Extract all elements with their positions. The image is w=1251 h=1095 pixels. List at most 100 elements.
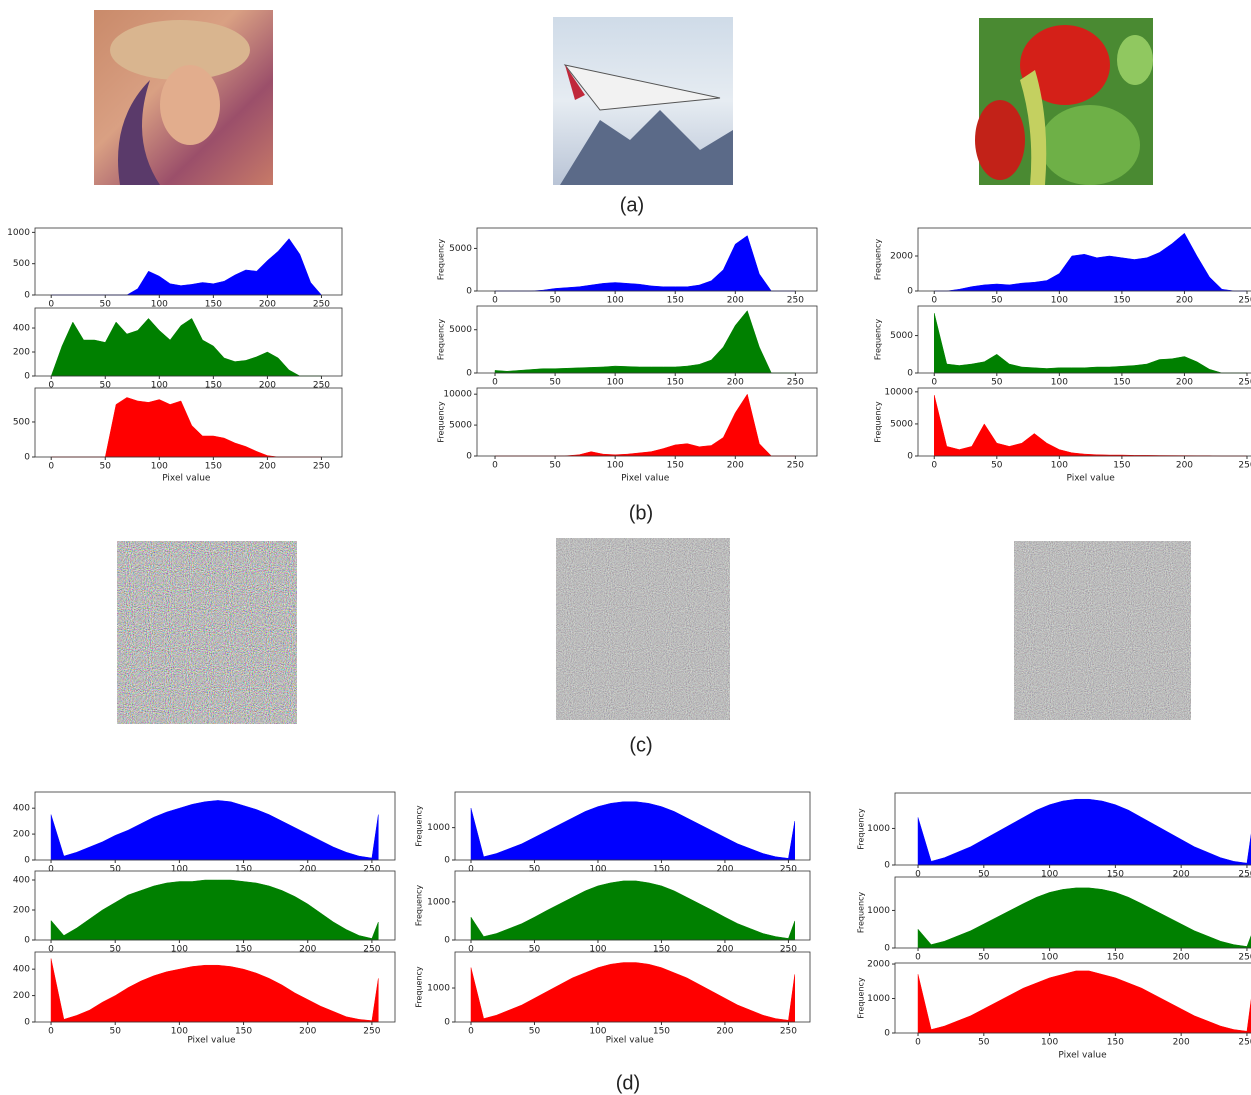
x-tick-label: 50 — [991, 378, 1003, 388]
plot-frame — [477, 228, 817, 291]
y-tick-label: 5000 — [890, 419, 913, 429]
y-tick-label: 400 — [13, 965, 30, 975]
x-tick-label: 150 — [1107, 870, 1124, 880]
x-tick-label: 250 — [1238, 378, 1251, 388]
y-tick-label: 1000 — [867, 824, 890, 834]
image-peppers — [975, 18, 1153, 185]
x-tick-label: 0 — [48, 381, 54, 391]
x-tick-label: 250 — [313, 381, 330, 391]
x-tick-label: 50 — [109, 1027, 121, 1037]
histogram-area — [918, 799, 1251, 865]
x-tick-label: 150 — [653, 865, 670, 875]
x-tick-label: 0 — [915, 1038, 921, 1048]
x-tick-label: 150 — [1107, 1038, 1124, 1048]
y-axis-label: Frequency — [857, 808, 866, 850]
histogram-area — [51, 239, 321, 295]
x-tick-label: 200 — [727, 378, 744, 388]
x-tick-label: 100 — [1041, 870, 1058, 880]
x-tick-label: 200 — [299, 1027, 316, 1037]
x-tick-label: 150 — [1107, 953, 1124, 963]
x-tick-label: 250 — [363, 945, 380, 955]
y-axis-label: Frequency — [874, 319, 883, 361]
x-tick-label: 100 — [1051, 461, 1068, 471]
y-tick-label: 1000 — [427, 897, 450, 907]
y-tick-label: 5000 — [449, 325, 472, 335]
x-tick-label: 100 — [607, 296, 624, 306]
x-tick-label: 150 — [1113, 378, 1130, 388]
y-tick-label: 0 — [24, 453, 30, 463]
x-tick-label: 50 — [100, 381, 112, 391]
y-tick-label: 2000 — [867, 960, 890, 970]
x-tick-label: 100 — [589, 945, 606, 955]
x-tick-label: 100 — [589, 865, 606, 875]
y-tick-label: 400 — [13, 324, 30, 334]
y-tick-label: 0 — [24, 1018, 30, 1028]
y-tick-label: 1000 — [427, 984, 450, 994]
y-axis-label: Frequency — [437, 401, 446, 443]
x-tick-label: 50 — [549, 296, 561, 306]
x-axis-label: Pixel value — [1066, 474, 1115, 484]
histogram-area — [934, 313, 1247, 373]
y-tick-label: 200 — [13, 348, 30, 358]
y-tick-label: 0 — [24, 372, 30, 382]
histogram-area — [495, 236, 795, 291]
y-tick-label: 10000 — [884, 387, 913, 397]
x-tick-label: 250 — [363, 1027, 380, 1037]
x-tick-label: 150 — [235, 945, 252, 955]
y-tick-label: 5000 — [449, 244, 472, 254]
image-lena — [94, 10, 273, 185]
plot-frame — [918, 306, 1251, 373]
x-tick-label: 0 — [492, 461, 498, 471]
x-tick-label: 250 — [787, 296, 804, 306]
y-tick-label: 400 — [13, 876, 30, 886]
y-tick-label: 0 — [444, 936, 450, 946]
x-tick-label: 100 — [607, 461, 624, 471]
y-tick-label: 500 — [13, 417, 30, 427]
figure: (a) (b) (c) (d) 050010000501001502002500… — [0, 0, 1251, 1095]
y-axis-label: Frequency — [857, 977, 866, 1019]
x-tick-label: 50 — [529, 945, 541, 955]
x-tick-label: 50 — [109, 865, 121, 875]
y-tick-label: 500 — [13, 259, 30, 269]
x-tick-label: 200 — [727, 296, 744, 306]
x-tick-label: 100 — [1051, 378, 1068, 388]
x-tick-label: 100 — [151, 381, 168, 391]
x-tick-label: 150 — [235, 865, 252, 875]
x-tick-label: 100 — [1041, 953, 1058, 963]
x-tick-label: 50 — [549, 461, 561, 471]
x-axis-label: Pixel value — [606, 1036, 655, 1046]
y-tick-label: 1000 — [867, 906, 890, 916]
x-tick-label: 250 — [1238, 870, 1251, 880]
x-tick-label: 250 — [1238, 953, 1251, 963]
y-axis-label: Frequency — [437, 319, 446, 361]
x-tick-label: 200 — [1173, 953, 1190, 963]
y-tick-label: 0 — [466, 452, 472, 462]
y-tick-label: 1000 — [427, 823, 450, 833]
y-tick-label: 0 — [907, 369, 913, 379]
x-tick-label: 250 — [780, 1027, 797, 1037]
x-tick-label: 250 — [1238, 296, 1251, 306]
x-tick-label: 50 — [529, 865, 541, 875]
y-tick-label: 0 — [466, 369, 472, 379]
x-tick-label: 250 — [1238, 1038, 1251, 1048]
encrypted-image — [556, 538, 730, 720]
x-tick-label: 150 — [235, 1027, 252, 1037]
x-tick-label: 200 — [1173, 870, 1190, 880]
y-tick-label: 0 — [884, 944, 890, 954]
x-tick-label: 0 — [468, 945, 474, 955]
x-tick-label: 200 — [299, 945, 316, 955]
x-tick-label: 200 — [299, 865, 316, 875]
x-tick-label: 0 — [48, 1027, 54, 1037]
y-axis-label: Frequency — [415, 966, 424, 1008]
histogram-area — [471, 963, 795, 1022]
y-tick-label: 10000 — [443, 390, 472, 400]
x-tick-label: 250 — [363, 865, 380, 875]
y-tick-label: 200 — [13, 991, 30, 1001]
histogram-area — [934, 395, 1247, 456]
x-axis-label: Pixel value — [187, 1036, 236, 1046]
y-tick-label: 0 — [907, 287, 913, 297]
x-axis-label: Pixel value — [162, 474, 211, 484]
x-tick-label: 100 — [1041, 1038, 1058, 1048]
x-tick-label: 100 — [171, 865, 188, 875]
x-tick-label: 150 — [667, 461, 684, 471]
